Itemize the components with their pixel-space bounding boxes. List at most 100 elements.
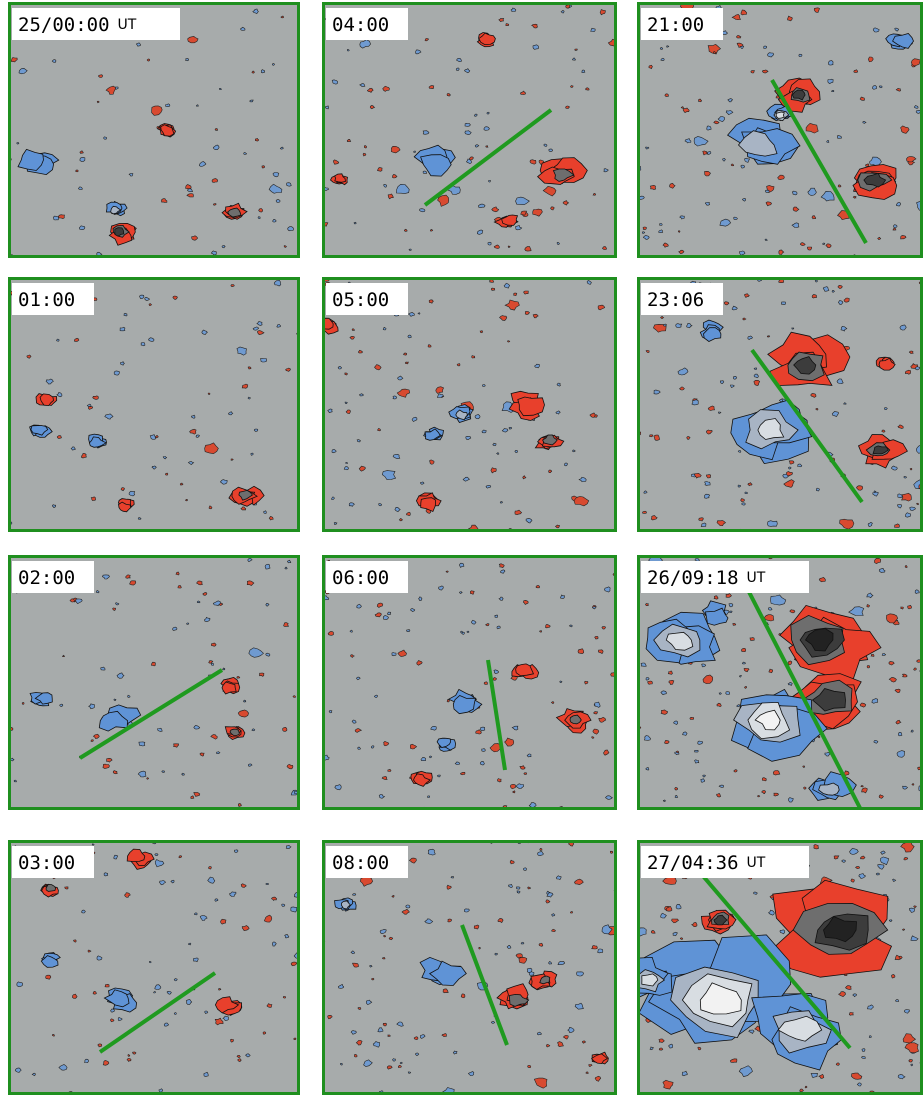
negative-flux (266, 883, 269, 884)
positive-flux (209, 867, 212, 870)
negative-flux (491, 1021, 494, 1023)
negative-flux (193, 958, 198, 962)
negative-flux (104, 137, 107, 139)
positive-flux (186, 499, 188, 501)
negative-flux (898, 732, 902, 736)
negative-flux (282, 904, 285, 906)
positive-flux (294, 1038, 296, 1040)
negative-flux (243, 700, 245, 702)
negative-flux (114, 699, 116, 701)
negative-flux (705, 494, 710, 498)
negative-flux (329, 710, 332, 713)
negative-flux (742, 503, 746, 505)
negative-flux (474, 114, 477, 116)
positive-flux (388, 1035, 390, 1037)
negative-flux (776, 112, 784, 118)
negative-flux (408, 335, 411, 338)
negative-flux (451, 877, 454, 878)
negative-flux (428, 796, 430, 798)
positive-flux (665, 740, 670, 743)
panel: 21:00 (634, 2, 923, 261)
positive-flux (902, 493, 912, 501)
positive-flux (866, 164, 869, 167)
negative-flux (409, 249, 411, 251)
negative-flux (646, 768, 649, 771)
positive-flux (260, 673, 264, 676)
negative-flux (729, 604, 733, 607)
positive-flux (113, 771, 117, 774)
positive-flux (643, 227, 646, 230)
negative-flux (667, 46, 669, 48)
positive-flux (593, 193, 596, 195)
negative-flux (475, 415, 480, 419)
positive-flux (758, 795, 760, 797)
negative-flux (223, 668, 225, 670)
positive-flux (540, 631, 542, 633)
positive-flux (364, 146, 366, 149)
negative-flux (789, 467, 792, 469)
negative-flux (515, 450, 518, 452)
negative-flux (516, 887, 520, 889)
panel-background (637, 555, 923, 810)
positive-flux (179, 856, 182, 858)
negative-flux (129, 491, 135, 496)
positive-flux (91, 497, 95, 501)
negative-flux (428, 849, 435, 855)
positive-flux (592, 737, 594, 739)
positive-flux (854, 70, 858, 73)
positive-flux (676, 751, 678, 753)
negative-flux (911, 1064, 913, 1066)
positive-flux (398, 1065, 401, 1067)
positive-flux (371, 978, 374, 980)
negative-flux (676, 324, 682, 328)
panel-background (8, 2, 300, 258)
positive-flux (215, 129, 218, 131)
negative-flux (407, 630, 410, 632)
negative-flux (642, 232, 644, 234)
positive-flux (284, 246, 286, 248)
negative-flux (174, 1013, 176, 1015)
positive-flux (650, 185, 655, 189)
positive-flux (388, 769, 391, 771)
negative-flux (695, 750, 699, 752)
negative-flux (764, 46, 767, 48)
negative-flux (174, 979, 177, 981)
positive-flux (733, 623, 736, 625)
negative-flux (173, 627, 177, 630)
negative-flux (159, 1089, 163, 1092)
negative-flux (660, 223, 663, 225)
negative-flux (188, 943, 190, 945)
panel: 08:00 (322, 838, 619, 1097)
negative-flux (823, 243, 825, 245)
positive-flux (513, 791, 515, 793)
panel: 27/04:36UT (621, 840, 923, 1095)
negative-flux (154, 992, 156, 993)
negative-flux (406, 905, 410, 908)
negative-flux (101, 667, 105, 670)
positive-flux (76, 170, 79, 172)
panel: 03:00 (7, 840, 304, 1095)
positive-flux (908, 605, 912, 609)
negative-flux (869, 1036, 871, 1038)
negative-flux (527, 968, 532, 972)
positive-flux (211, 643, 216, 646)
panel: 05:00 (317, 277, 617, 532)
positive-flux (99, 75, 103, 78)
positive-flux (58, 215, 64, 219)
negative-flux (251, 453, 253, 455)
negative-flux (111, 1009, 115, 1012)
negative-flux (484, 127, 490, 131)
positive-flux (474, 925, 479, 929)
negative-flux (885, 408, 888, 410)
negative-flux (291, 907, 298, 912)
positive-flux (807, 247, 811, 250)
time-label: 25/00:00UT (18, 14, 137, 36)
positive-flux (392, 895, 394, 897)
negative-flux (124, 313, 127, 316)
positive-flux (293, 696, 296, 698)
negative-flux (186, 58, 189, 61)
positive-flux (354, 1054, 357, 1057)
positive-flux (484, 682, 488, 685)
time: 08:00 (332, 852, 389, 874)
positive-flux (147, 778, 149, 780)
